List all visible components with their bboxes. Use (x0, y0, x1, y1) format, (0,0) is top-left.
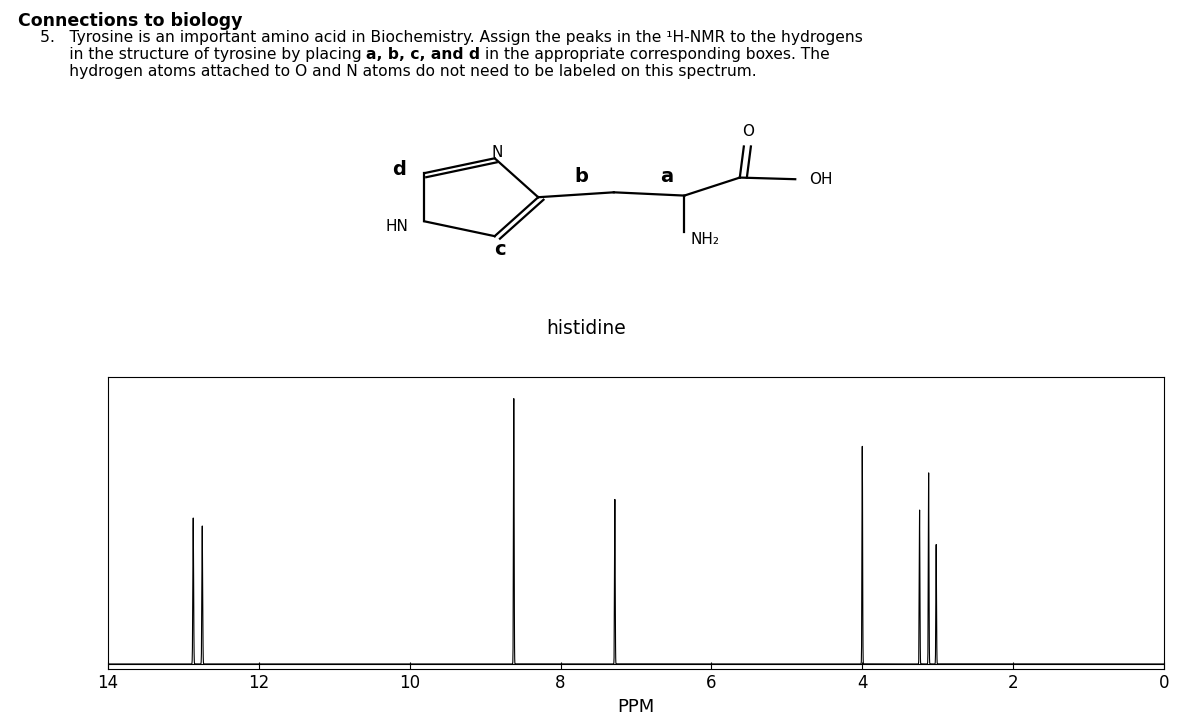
Text: b: b (574, 167, 588, 187)
Text: a, b, c, and d: a, b, c, and d (366, 47, 480, 62)
Text: N: N (492, 145, 503, 160)
Text: 5.   Tyrosine is an important amino acid in Biochemistry. Assign the peaks in th: 5. Tyrosine is an important amino acid i… (40, 30, 863, 45)
Text: hydrogen atoms attached to O and N atoms do not need to be labeled on this spect: hydrogen atoms attached to O and N atoms… (40, 64, 757, 79)
Text: histidine: histidine (546, 319, 626, 337)
Text: d: d (392, 160, 406, 179)
Text: in the structure of tyrosine by placing: in the structure of tyrosine by placing (40, 47, 366, 62)
X-axis label: PPM: PPM (617, 698, 655, 712)
Text: Connections to biology: Connections to biology (18, 12, 242, 30)
Text: c: c (494, 241, 505, 259)
Text: HN: HN (385, 219, 408, 234)
Text: OH: OH (809, 172, 833, 187)
Text: in the appropriate corresponding boxes. The: in the appropriate corresponding boxes. … (480, 47, 830, 62)
Text: O: O (742, 125, 754, 140)
Text: NH₂: NH₂ (690, 232, 720, 247)
Text: a: a (660, 167, 673, 187)
